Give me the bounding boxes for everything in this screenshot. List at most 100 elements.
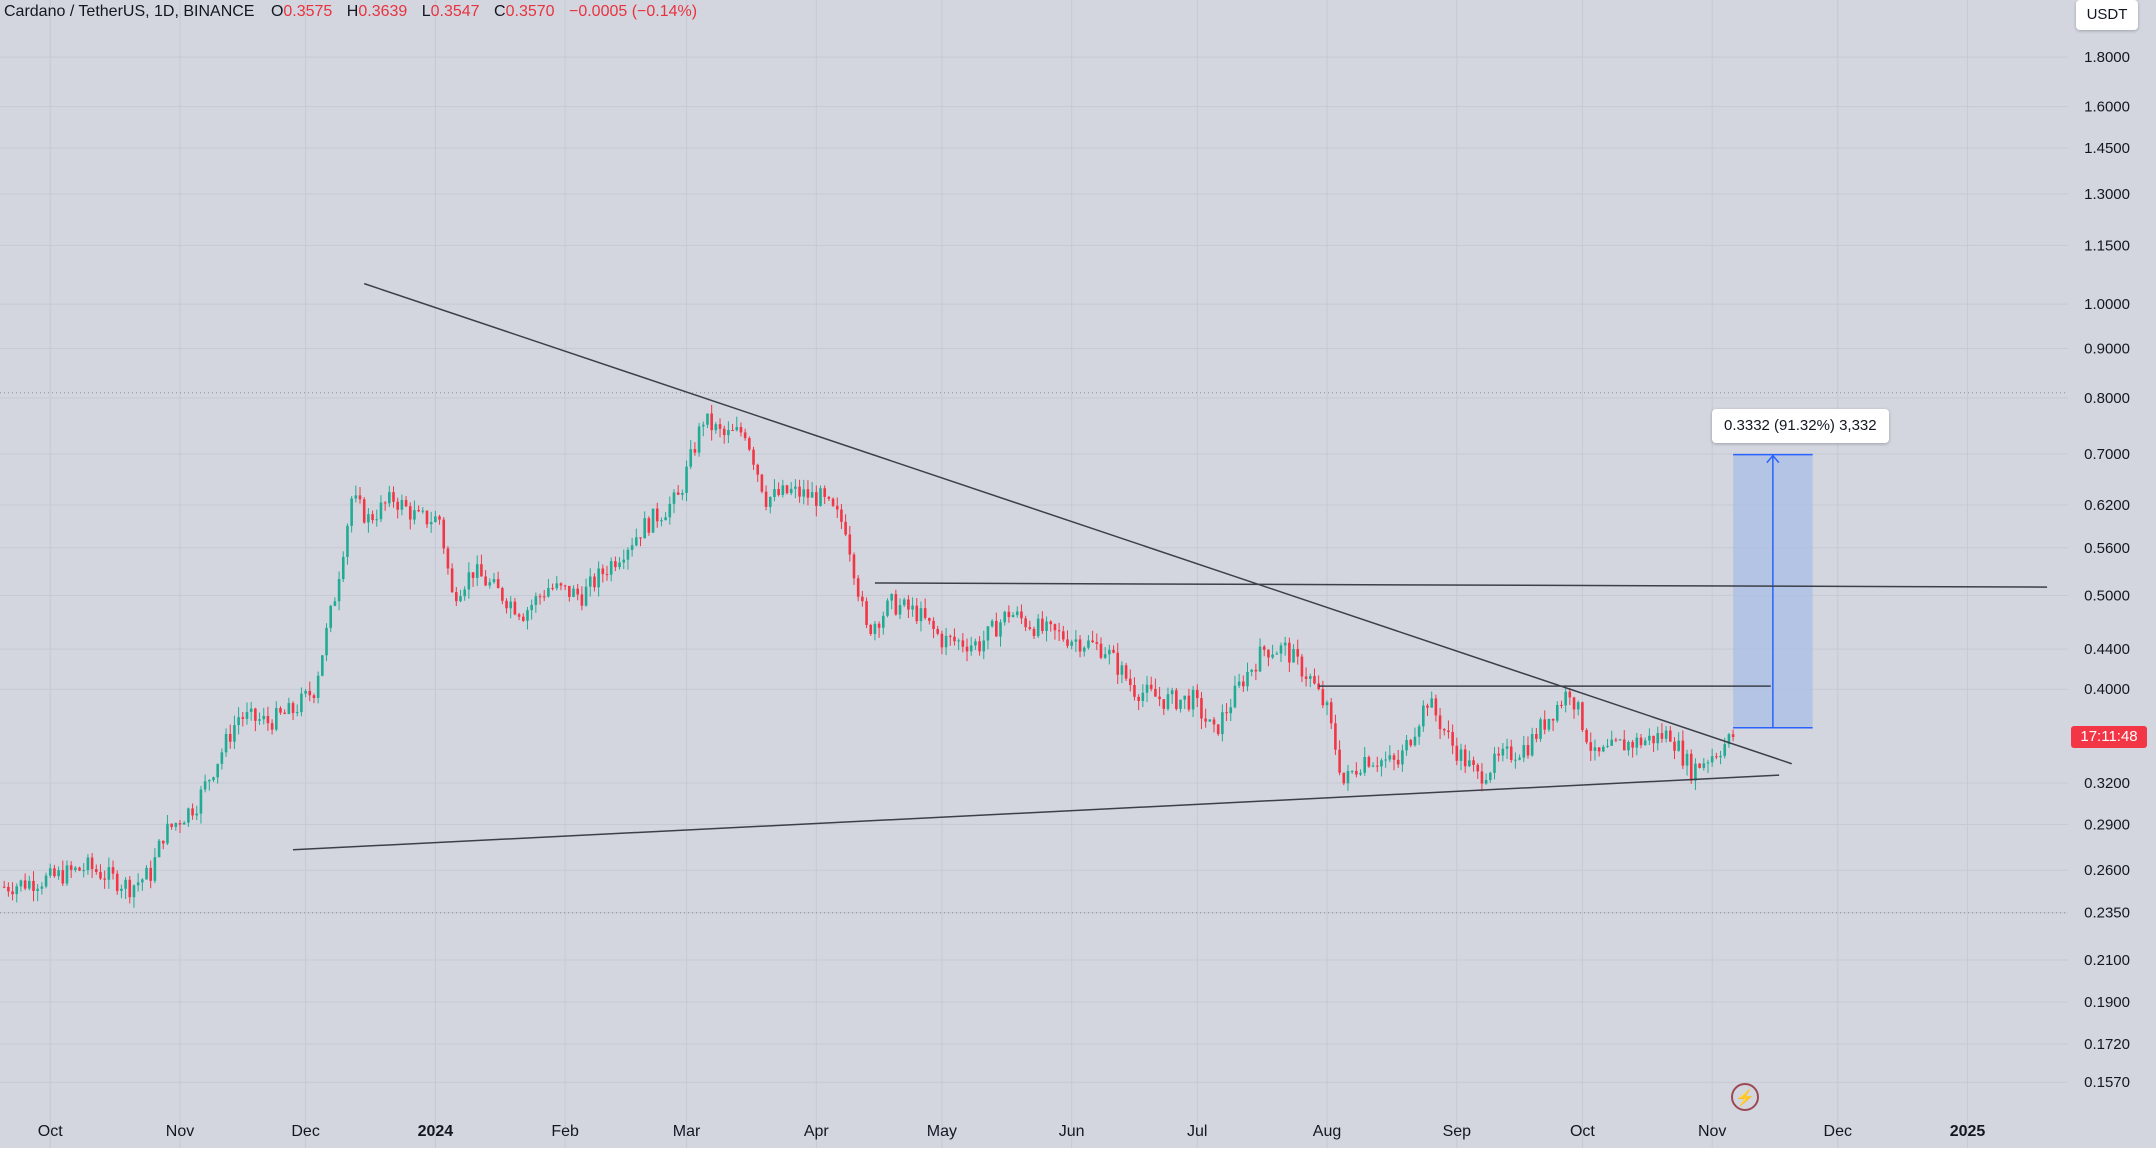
- candle-body[interactable]: [136, 882, 140, 886]
- candle-body[interactable]: [1275, 653, 1279, 655]
- candle-body[interactable]: [1371, 765, 1375, 767]
- candle-body[interactable]: [471, 572, 475, 578]
- candle-body[interactable]: [1396, 759, 1400, 765]
- candle-body[interactable]: [1715, 756, 1718, 758]
- candle-body[interactable]: [509, 601, 513, 609]
- candle-body[interactable]: [149, 867, 153, 881]
- candle-body[interactable]: [668, 503, 672, 518]
- candle-body[interactable]: [354, 495, 358, 499]
- candle-body[interactable]: [1020, 611, 1023, 619]
- candle-body[interactable]: [559, 583, 563, 586]
- candle-body[interactable]: [36, 888, 39, 891]
- candle-body[interactable]: [689, 449, 693, 467]
- candle-body[interactable]: [1551, 718, 1555, 721]
- candle-body[interactable]: [1543, 719, 1547, 730]
- candle-body[interactable]: [1526, 745, 1530, 756]
- candle-body[interactable]: [132, 885, 136, 898]
- candle-body[interactable]: [999, 622, 1002, 637]
- candle-body[interactable]: [1509, 746, 1513, 761]
- candle-body[interactable]: [1689, 753, 1693, 781]
- candle-body[interactable]: [1581, 702, 1584, 731]
- candle-body[interactable]: [262, 715, 266, 720]
- candle-body[interactable]: [258, 719, 261, 721]
- candle-body[interactable]: [1539, 719, 1542, 739]
- candle-body[interactable]: [944, 635, 948, 648]
- candle-body[interactable]: [1413, 736, 1417, 746]
- candle-body[interactable]: [1459, 749, 1463, 761]
- candle-body[interactable]: [898, 605, 902, 615]
- candle-body[interactable]: [697, 426, 701, 453]
- candle-body[interactable]: [1434, 698, 1438, 716]
- candle-body[interactable]: [1137, 696, 1140, 701]
- time-axis[interactable]: Oct Nov Dec 2024 Feb Mar Apr May Jun Jul Aug Sep Oct…: [0, 1123, 2156, 1156]
- candle-body[interactable]: [1262, 646, 1266, 650]
- candle-body[interactable]: [501, 588, 504, 601]
- candle-body[interactable]: [948, 635, 952, 637]
- candle-body[interactable]: [1426, 705, 1429, 708]
- candle-body[interactable]: [1723, 744, 1727, 756]
- candle-body[interactable]: [823, 488, 826, 497]
- candle-body[interactable]: [1677, 740, 1680, 751]
- candle-body[interactable]: [61, 870, 65, 884]
- candle-body[interactable]: [337, 579, 341, 602]
- candle-body[interactable]: [496, 579, 500, 589]
- candle-body[interactable]: [90, 857, 94, 870]
- candle-body[interactable]: [848, 534, 852, 555]
- candle-body[interactable]: [1334, 723, 1337, 750]
- candle-body[interactable]: [141, 879, 144, 883]
- candle-body[interactable]: [32, 880, 35, 891]
- candle-body[interactable]: [212, 777, 215, 781]
- candle-body[interactable]: [1497, 753, 1500, 756]
- candle-body[interactable]: [940, 633, 944, 648]
- candle-body[interactable]: [1183, 695, 1187, 700]
- candle-body[interactable]: [1706, 762, 1710, 764]
- candle-body[interactable]: [773, 489, 776, 497]
- candle-body[interactable]: [82, 870, 86, 872]
- candle-body[interactable]: [1204, 718, 1207, 722]
- candle-body[interactable]: [341, 556, 345, 580]
- candle-body[interactable]: [1610, 739, 1613, 746]
- candle-body[interactable]: [563, 585, 567, 587]
- candle-body[interactable]: [1120, 665, 1124, 675]
- candle-body[interactable]: [1175, 690, 1178, 709]
- candle-body[interactable]: [1375, 765, 1379, 767]
- candle-body[interactable]: [1049, 621, 1053, 625]
- candle-body[interactable]: [1430, 698, 1433, 708]
- candle-body[interactable]: [1480, 771, 1484, 784]
- candle-body[interactable]: [425, 510, 429, 525]
- candle-body[interactable]: [1648, 735, 1651, 741]
- candle-body[interactable]: [404, 500, 408, 507]
- candle-body[interactable]: [1154, 688, 1157, 697]
- trendline-horizontal-upper[interactable]: [874, 582, 2048, 588]
- candle-body[interactable]: [907, 599, 910, 610]
- candle-body[interactable]: [1731, 734, 1735, 738]
- candle-body[interactable]: [1011, 615, 1015, 618]
- candle-body[interactable]: [861, 596, 864, 602]
- candle-body[interactable]: [806, 489, 810, 498]
- currency-button[interactable]: USDT: [2076, 0, 2138, 30]
- candle-body[interactable]: [1468, 760, 1471, 767]
- candle-body[interactable]: [932, 620, 935, 629]
- candle-body[interactable]: [434, 516, 437, 523]
- candle-body[interactable]: [974, 641, 977, 646]
- candle-body[interactable]: [798, 486, 801, 497]
- candle-body[interactable]: [208, 780, 211, 782]
- candle-body[interactable]: [1384, 759, 1387, 761]
- candle-body[interactable]: [1535, 733, 1538, 739]
- candle-body[interactable]: [919, 608, 923, 622]
- candle-body[interactable]: [915, 605, 919, 622]
- candle-body[interactable]: [388, 492, 391, 504]
- candle-body[interactable]: [1229, 707, 1233, 714]
- candle-body[interactable]: [693, 449, 697, 453]
- trendline-ascending[interactable]: [292, 774, 1780, 851]
- candle-body[interactable]: [1112, 649, 1115, 653]
- candle-body[interactable]: [220, 752, 224, 764]
- candle-body[interactable]: [450, 568, 454, 593]
- candle-body[interactable]: [111, 867, 115, 874]
- candle-body[interactable]: [957, 640, 960, 642]
- candle-body[interactable]: [789, 488, 793, 494]
- candle-body[interactable]: [902, 599, 906, 606]
- candle-body[interactable]: [1099, 643, 1103, 658]
- candle-body[interactable]: [1145, 684, 1149, 693]
- candle-body[interactable]: [609, 561, 613, 575]
